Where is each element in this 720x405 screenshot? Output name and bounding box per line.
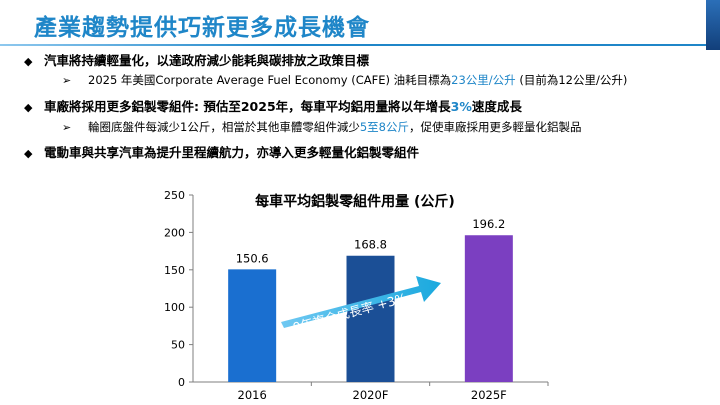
corner-accent	[706, 0, 720, 50]
y-tick-label: 250	[164, 189, 185, 202]
growth-arrow-shape	[281, 276, 441, 328]
diamond-bullet-icon: ◆	[24, 55, 33, 68]
bar-value-label: 196.2	[472, 217, 505, 231]
y-tick-label: 0	[178, 376, 185, 389]
bullet-2-before: 車廠將採用更多鋁製零組件: 預估至2025年，每車平均鋁用量將以年增長	[44, 99, 451, 114]
title-underline	[0, 44, 706, 46]
bullet-1-text: 汽車將持續輕量化，以達政府減少能耗與碳排放之政策目標	[44, 53, 370, 68]
bar-2020F	[346, 255, 395, 382]
bullet-2-after: 速度成長	[471, 99, 522, 114]
bullet-2-sub: ➢ 輪圈底盤件每減少1公斤，相當於其他車體零組件減少5至8公斤，促使車廠採用更多輕…	[62, 119, 581, 135]
bullet-2: ◆ 車廠將採用更多鋁製零組件: 預估至2025年，每車平均鋁用量將以年增長3%速度…	[24, 96, 522, 115]
bullet-2-sub-after: ，促使車廠採用更多輕量化鋁製品	[408, 120, 582, 134]
bullet-2-sub-highlight: 5至8公斤	[359, 120, 409, 134]
bullet-2-sub-before: 輪圈底盤件每減少1公斤，相當於其他車體零組件減少	[88, 120, 360, 134]
y-tick-label: 100	[164, 301, 185, 314]
chart-title: 每車平均鋁製零組件用量 (公斤)	[255, 193, 455, 210]
bar-value-label: 150.6	[236, 251, 269, 265]
bullet-1-sub-after: (目前為12公里/公升)	[515, 73, 628, 87]
bullet-2-highlight: 3%	[450, 99, 472, 114]
bar-2016	[228, 269, 277, 382]
slide-title: 產業趨勢提供巧新更多成長機會	[34, 15, 370, 41]
y-tick-label: 200	[164, 226, 185, 239]
bar-2025F	[464, 235, 513, 382]
x-tick-label: 2025F	[471, 388, 507, 402]
diamond-bullet-icon: ◆	[24, 101, 33, 114]
x-tick-label: 2016	[238, 388, 267, 402]
chart-bars: 150.6 168.8 196.2	[228, 217, 513, 382]
bullet-1-sub: ➢ 2025 年美國Corporate Average Fuel Economy …	[62, 72, 627, 88]
bar-value-label: 168.8	[354, 238, 387, 252]
y-tick-label: 150	[164, 264, 185, 277]
bullet-3-text: 電動車與共享汽車為提升里程續航力，亦導入更多輕量化鋁製零組件	[44, 145, 420, 160]
x-tick-label: 2020F	[353, 388, 389, 402]
bullet-1: ◆ 汽車將持續輕量化，以達政府減少能耗與碳排放之政策目標	[24, 50, 369, 69]
diamond-bullet-icon: ◆	[24, 147, 33, 160]
bullet-1-sub-highlight: 23公里/公升	[451, 73, 516, 87]
bullet-1-sub-before: 2025 年美國Corporate Average Fuel Economy (…	[88, 73, 452, 87]
y-tick-label: 50	[171, 339, 185, 352]
arrow-bullet-icon: ➢	[62, 74, 72, 87]
bullet-3: ◆ 電動車與共享汽車為提升里程續航力，亦導入更多輕量化鋁製零組件	[24, 142, 419, 161]
arrow-bullet-icon: ➢	[62, 121, 72, 134]
